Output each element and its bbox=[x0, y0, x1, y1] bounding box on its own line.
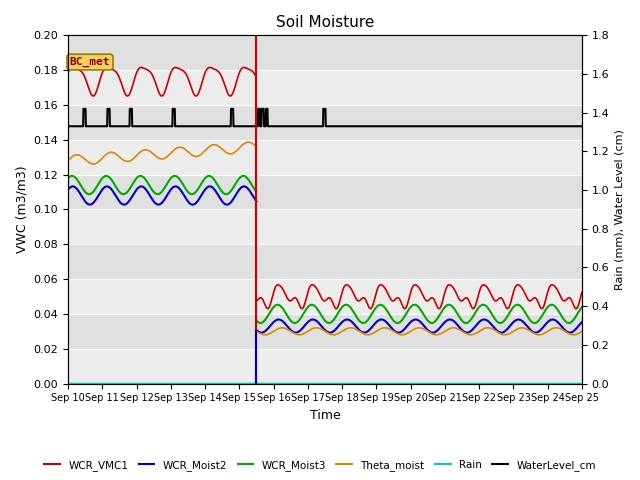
Bar bbox=[68, 209, 582, 244]
Bar bbox=[68, 36, 582, 70]
Bar bbox=[68, 105, 582, 140]
Bar bbox=[68, 244, 582, 279]
Text: BC_met: BC_met bbox=[70, 57, 110, 67]
X-axis label: Time: Time bbox=[310, 409, 340, 422]
Bar bbox=[68, 348, 582, 384]
Y-axis label: VWC (m3/m3): VWC (m3/m3) bbox=[15, 166, 28, 253]
Bar bbox=[68, 140, 582, 175]
Bar bbox=[68, 175, 582, 209]
Bar bbox=[68, 70, 582, 105]
Y-axis label: Rain (mm), Water Level (cm): Rain (mm), Water Level (cm) bbox=[615, 129, 625, 290]
Title: Soil Moisture: Soil Moisture bbox=[276, 15, 374, 30]
Legend: WCR_VMC1, WCR_Moist2, WCR_Moist3, Theta_moist, Rain, WaterLevel_cm: WCR_VMC1, WCR_Moist2, WCR_Moist3, Theta_… bbox=[40, 456, 600, 475]
Bar bbox=[68, 279, 582, 314]
Bar bbox=[68, 314, 582, 348]
